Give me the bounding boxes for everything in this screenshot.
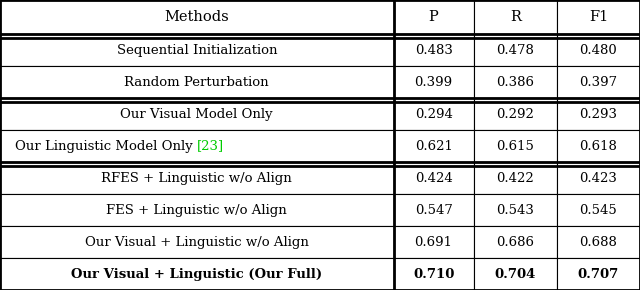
Text: 0.483: 0.483: [415, 44, 452, 57]
Text: RFES + Linguistic w/o Align: RFES + Linguistic w/o Align: [101, 172, 292, 185]
Bar: [0, 194, 394, 226]
Text: 0.293: 0.293: [579, 108, 618, 121]
Bar: [557, 226, 640, 258]
Text: 0.399: 0.399: [415, 76, 452, 89]
Bar: [557, 66, 640, 98]
Bar: [557, 162, 640, 194]
Text: 0.423: 0.423: [579, 172, 618, 185]
Text: 0.686: 0.686: [496, 235, 534, 249]
Bar: [557, 34, 640, 66]
Text: 0.621: 0.621: [415, 139, 452, 153]
Text: P: P: [429, 10, 438, 24]
Text: Our Visual + Linguistic (Our Full): Our Visual + Linguistic (Our Full): [71, 267, 323, 280]
Bar: [557, 98, 640, 130]
Bar: [0, 98, 394, 130]
Bar: [474, 194, 557, 226]
Text: 0.478: 0.478: [496, 44, 534, 57]
Bar: [474, 66, 557, 98]
Bar: [394, 0, 474, 34]
Text: Methods: Methods: [164, 10, 229, 24]
Bar: [557, 130, 640, 162]
Bar: [0, 34, 394, 66]
Bar: [0, 162, 394, 194]
Text: 0.691: 0.691: [415, 235, 452, 249]
Text: 0.710: 0.710: [413, 267, 454, 280]
Text: 0.543: 0.543: [496, 204, 534, 217]
Text: F1: F1: [589, 10, 608, 24]
Bar: [474, 162, 557, 194]
Bar: [0, 130, 394, 162]
Text: Our Visual + Linguistic w/o Align: Our Visual + Linguistic w/o Align: [85, 235, 308, 249]
Bar: [0, 0, 394, 34]
Bar: [394, 258, 474, 290]
Bar: [474, 0, 557, 34]
Text: 0.707: 0.707: [578, 267, 619, 280]
Text: Sequential Initialization: Sequential Initialization: [116, 44, 277, 57]
Text: [23]: [23]: [197, 139, 224, 153]
Bar: [394, 130, 474, 162]
Text: 0.386: 0.386: [496, 76, 534, 89]
Text: 0.704: 0.704: [495, 267, 536, 280]
Bar: [474, 130, 557, 162]
Bar: [557, 194, 640, 226]
Text: Our Linguistic Model Only: Our Linguistic Model Only: [15, 139, 197, 153]
Text: 0.397: 0.397: [579, 76, 618, 89]
Bar: [0, 66, 394, 98]
Text: 0.294: 0.294: [415, 108, 452, 121]
Bar: [557, 258, 640, 290]
Text: 0.688: 0.688: [579, 235, 618, 249]
Text: R: R: [510, 10, 520, 24]
Text: Our Visual Model Only: Our Visual Model Only: [120, 108, 273, 121]
Text: 0.615: 0.615: [496, 139, 534, 153]
Bar: [474, 34, 557, 66]
Text: 0.545: 0.545: [580, 204, 617, 217]
Text: Random Perturbation: Random Perturbation: [125, 76, 269, 89]
Text: 0.618: 0.618: [579, 139, 618, 153]
Bar: [394, 98, 474, 130]
Bar: [0, 226, 394, 258]
Text: 0.424: 0.424: [415, 172, 452, 185]
Bar: [394, 194, 474, 226]
Bar: [394, 66, 474, 98]
Text: FES + Linguistic w/o Align: FES + Linguistic w/o Align: [106, 204, 287, 217]
Bar: [394, 226, 474, 258]
Bar: [474, 258, 557, 290]
Bar: [557, 0, 640, 34]
Bar: [0, 258, 394, 290]
Text: 0.292: 0.292: [496, 108, 534, 121]
Bar: [474, 98, 557, 130]
Bar: [394, 162, 474, 194]
Text: 0.422: 0.422: [497, 172, 534, 185]
Text: 0.480: 0.480: [580, 44, 617, 57]
Bar: [474, 226, 557, 258]
Text: 0.547: 0.547: [415, 204, 452, 217]
Bar: [394, 34, 474, 66]
